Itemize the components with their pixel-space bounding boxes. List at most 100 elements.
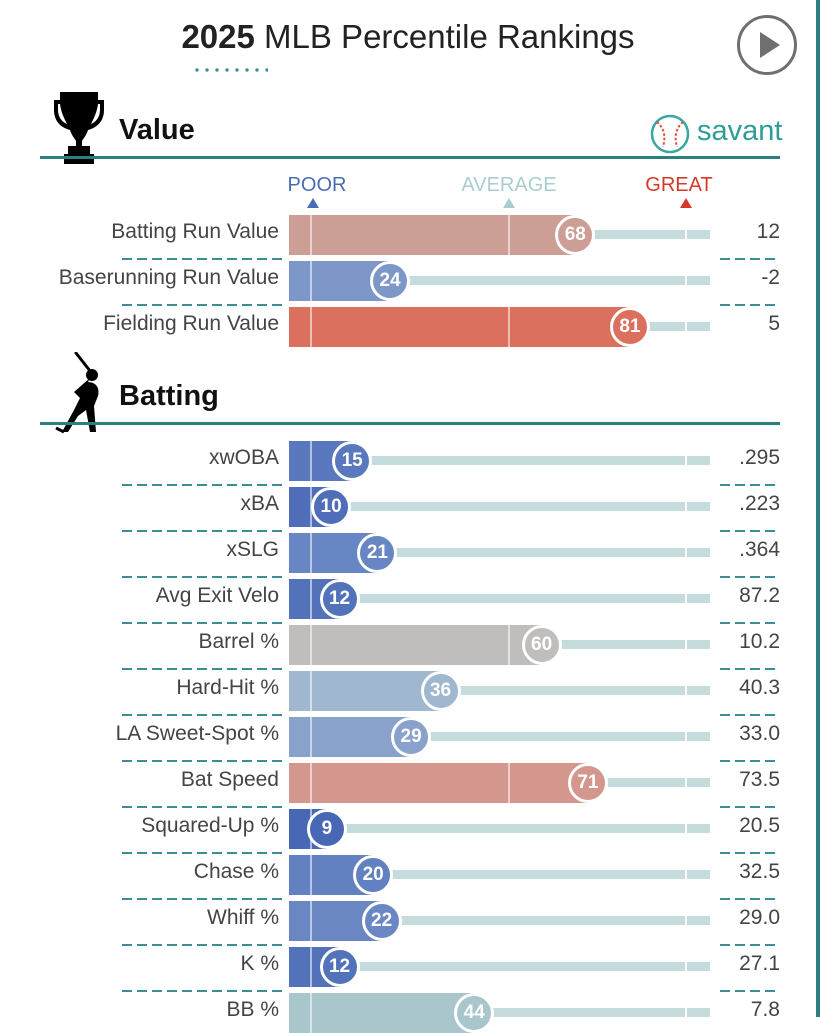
metric-value: 33.0 — [739, 722, 780, 745]
metric-value: 73.5 — [739, 768, 780, 791]
row-separator — [122, 760, 282, 762]
row-separator — [122, 898, 282, 900]
percentile-circle: 71 — [567, 763, 608, 803]
scale-tick — [684, 916, 687, 925]
scale-tick — [684, 548, 687, 557]
percentile-track — [289, 732, 710, 741]
scale-arrow-poor — [307, 198, 319, 208]
metric-label: Barrel % — [198, 630, 279, 653]
scale-tick — [684, 594, 687, 603]
savant-logo[interactable]: savant — [650, 114, 783, 154]
percentile-circle: 15 — [332, 441, 373, 481]
row-separator — [122, 622, 282, 624]
percentile-circle: 60 — [521, 625, 562, 665]
row-separator — [122, 304, 282, 306]
metric-value: 20.5 — [739, 814, 780, 837]
metric-row-xwoba[interactable]: xwOBA 15 .295 — [0, 441, 816, 486]
scale-tick — [310, 487, 313, 527]
metric-value: 7.8 — [750, 998, 780, 1021]
row-separator — [720, 806, 780, 808]
metric-row-k[interactable]: K % 12 27.1 — [0, 947, 816, 992]
scale-tick — [684, 1008, 687, 1017]
scale-label-average: AVERAGE — [461, 174, 557, 196]
metric-row-bat-speed[interactable]: Bat Speed 71 73.5 — [0, 763, 816, 808]
page-title: 2025 MLB Percentile Rankings — [0, 18, 816, 56]
row-separator — [122, 668, 282, 670]
metric-row-la-sweet-spot[interactable]: LA Sweet-Spot % 29 33.0 — [0, 717, 816, 762]
row-separator — [720, 714, 780, 716]
metric-value: 32.5 — [739, 860, 780, 883]
row-separator — [720, 990, 780, 992]
section-divider — [40, 422, 780, 425]
percentile-circle: 36 — [420, 671, 461, 711]
row-separator — [122, 806, 282, 808]
section-title-value: Value — [119, 114, 195, 146]
scale-tick — [310, 579, 313, 619]
metric-label: Whiff % — [207, 906, 279, 929]
metric-row-batting-run-value[interactable]: Batting Run Value 68 12 — [0, 215, 816, 260]
percentile-bar — [289, 625, 542, 665]
scale-tick — [684, 640, 687, 649]
scale-tick — [310, 215, 313, 255]
percentile-circle: 10 — [311, 487, 352, 527]
metric-label: LA Sweet-Spot % — [115, 722, 279, 745]
savant-wordmark: savant — [697, 115, 783, 147]
section-title-batting: Batting — [119, 380, 219, 412]
metric-row-hard-hit[interactable]: Hard-Hit % 36 40.3 — [0, 671, 816, 716]
row-separator — [720, 898, 780, 900]
metric-row-xba[interactable]: xBA 10 .223 — [0, 487, 816, 532]
scale-tick — [310, 307, 313, 347]
percentile-bar — [289, 993, 475, 1033]
scale-tick — [507, 763, 510, 803]
scale-tick — [507, 215, 510, 255]
scale-tick — [684, 732, 687, 741]
row-separator — [720, 668, 780, 670]
percentile-track — [289, 916, 710, 925]
metric-row-chase[interactable]: Chase % 20 32.5 — [0, 855, 816, 900]
percentile-bar — [289, 717, 412, 757]
percentile-bar — [289, 307, 630, 347]
metric-label: Baserunning Run Value — [58, 266, 279, 289]
metric-value: 5 — [768, 312, 780, 335]
metric-row-fielding-run-value[interactable]: Fielding Run Value 81 5 — [0, 307, 816, 347]
metric-label: xSLG — [226, 538, 279, 561]
row-separator — [720, 304, 780, 306]
metric-row-squared-up[interactable]: Squared-Up % 9 20.5 — [0, 809, 816, 854]
percentile-track — [289, 276, 710, 285]
scale-tick — [310, 261, 313, 301]
scale-tick — [684, 824, 687, 833]
metric-value: 87.2 — [739, 584, 780, 607]
scale-arrow-great — [680, 198, 692, 208]
row-separator — [720, 484, 780, 486]
metric-label: Bat Speed — [180, 768, 279, 791]
row-separator — [122, 852, 282, 854]
metric-row-xslg[interactable]: xSLG 21 .364 — [0, 533, 816, 578]
metric-row-barrel[interactable]: Barrel % 60 10.2 — [0, 625, 816, 670]
metric-row-bb[interactable]: BB % 44 7.8 — [0, 993, 816, 1033]
metric-label: xBA — [240, 492, 279, 515]
scale-tick — [310, 763, 313, 803]
row-separator — [720, 576, 780, 578]
baseball-icon — [650, 114, 690, 154]
scale-tick — [684, 870, 687, 879]
percentile-track — [289, 870, 710, 879]
metric-row-baserunning-run-value[interactable]: Baserunning Run Value 24 -2 — [0, 261, 816, 306]
row-separator — [122, 714, 282, 716]
percentile-circle: 9 — [306, 809, 347, 849]
row-separator — [720, 530, 780, 532]
metric-label: Batting Run Value — [111, 220, 279, 243]
play-icon[interactable] — [737, 15, 797, 75]
metric-label: Squared-Up % — [141, 814, 279, 837]
metric-row-avg-exit-velo[interactable]: Avg Exit Velo 12 87.2 — [0, 579, 816, 624]
trophy-icon — [54, 92, 104, 164]
row-separator — [122, 530, 282, 532]
metric-row-whiff[interactable]: Whiff % 22 29.0 — [0, 901, 816, 946]
percentile-bar — [289, 671, 441, 711]
scale-tick — [310, 717, 313, 757]
percentile-circle: 44 — [454, 993, 495, 1033]
row-separator — [720, 258, 780, 260]
percentile-track — [289, 962, 710, 971]
scale-tick — [507, 625, 510, 665]
metric-value: 27.1 — [739, 952, 780, 975]
scale-label-poor: POOR — [287, 174, 347, 196]
